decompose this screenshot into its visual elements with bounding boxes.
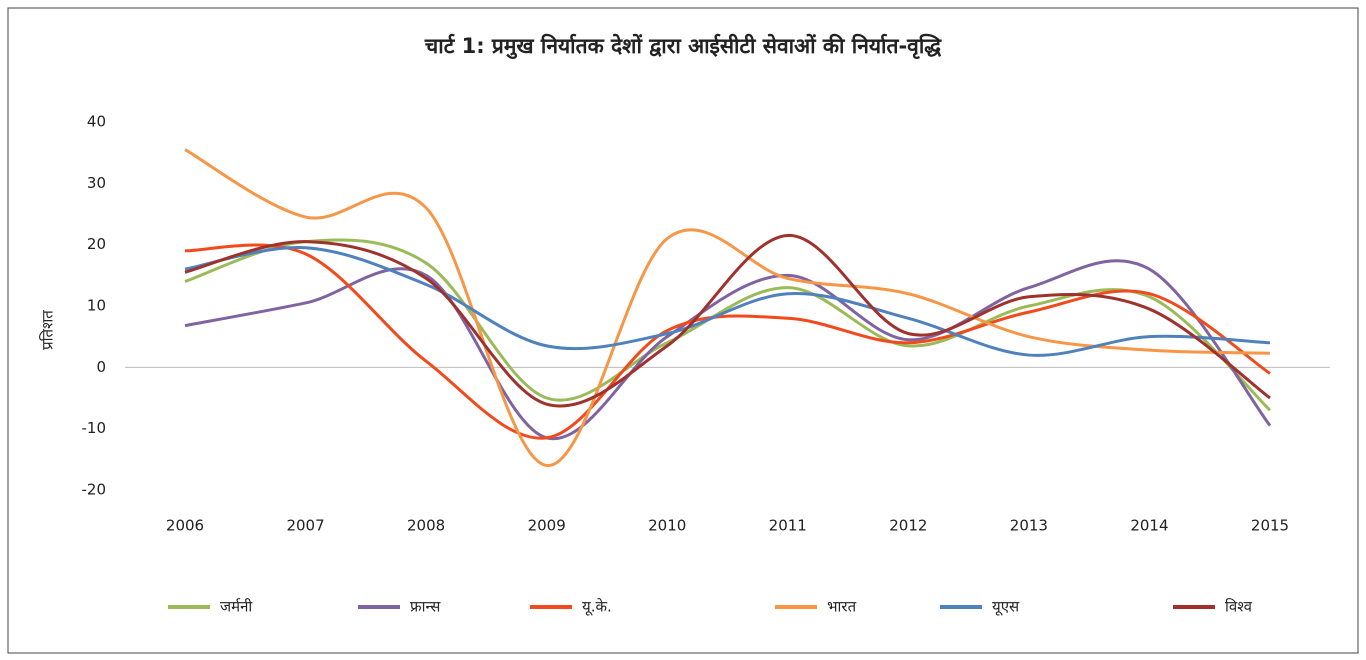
x-tick-label: 2013 — [1010, 517, 1048, 535]
legend-label: फ्रान्स — [410, 598, 441, 616]
series-line — [184, 233, 1271, 408]
x-tick-label: 2012 — [889, 517, 927, 535]
chart-title: चार्ट 1: प्रमुख निर्यातक देशों द्वारा आई… — [424, 33, 942, 60]
y-tick-label: 20 — [87, 235, 106, 253]
y-tick-label: 40 — [87, 113, 106, 131]
legend-label: यूएस — [992, 598, 1020, 617]
series-line — [184, 238, 1272, 412]
series-line — [184, 246, 1271, 357]
x-tick-label: 2015 — [1251, 517, 1289, 535]
legend-label: भारत — [827, 598, 857, 616]
x-tick-label: 2008 — [407, 517, 445, 535]
y-axis-label: प्रतिशत — [39, 310, 57, 350]
legend-label: जर्मनी — [220, 598, 253, 616]
y-tick-label: 0 — [96, 358, 106, 376]
y-tick-label: 30 — [87, 174, 106, 192]
y-tick-label: -20 — [82, 481, 107, 499]
legend-label: यू.के. — [582, 598, 612, 617]
series-line — [184, 259, 1272, 441]
y-tick-label: -10 — [82, 419, 107, 437]
x-tick-label: 2014 — [1130, 517, 1168, 535]
x-tick-label: 2007 — [286, 517, 324, 535]
y-tick-label: 10 — [87, 297, 106, 315]
x-tick-label: 2010 — [648, 517, 686, 535]
legend-label: विश्व — [1225, 598, 1253, 616]
x-tick-label: 2009 — [528, 517, 566, 535]
x-tick-label: 2011 — [769, 517, 807, 535]
x-tick-label: 2006 — [166, 517, 204, 535]
series-line — [184, 148, 1271, 467]
